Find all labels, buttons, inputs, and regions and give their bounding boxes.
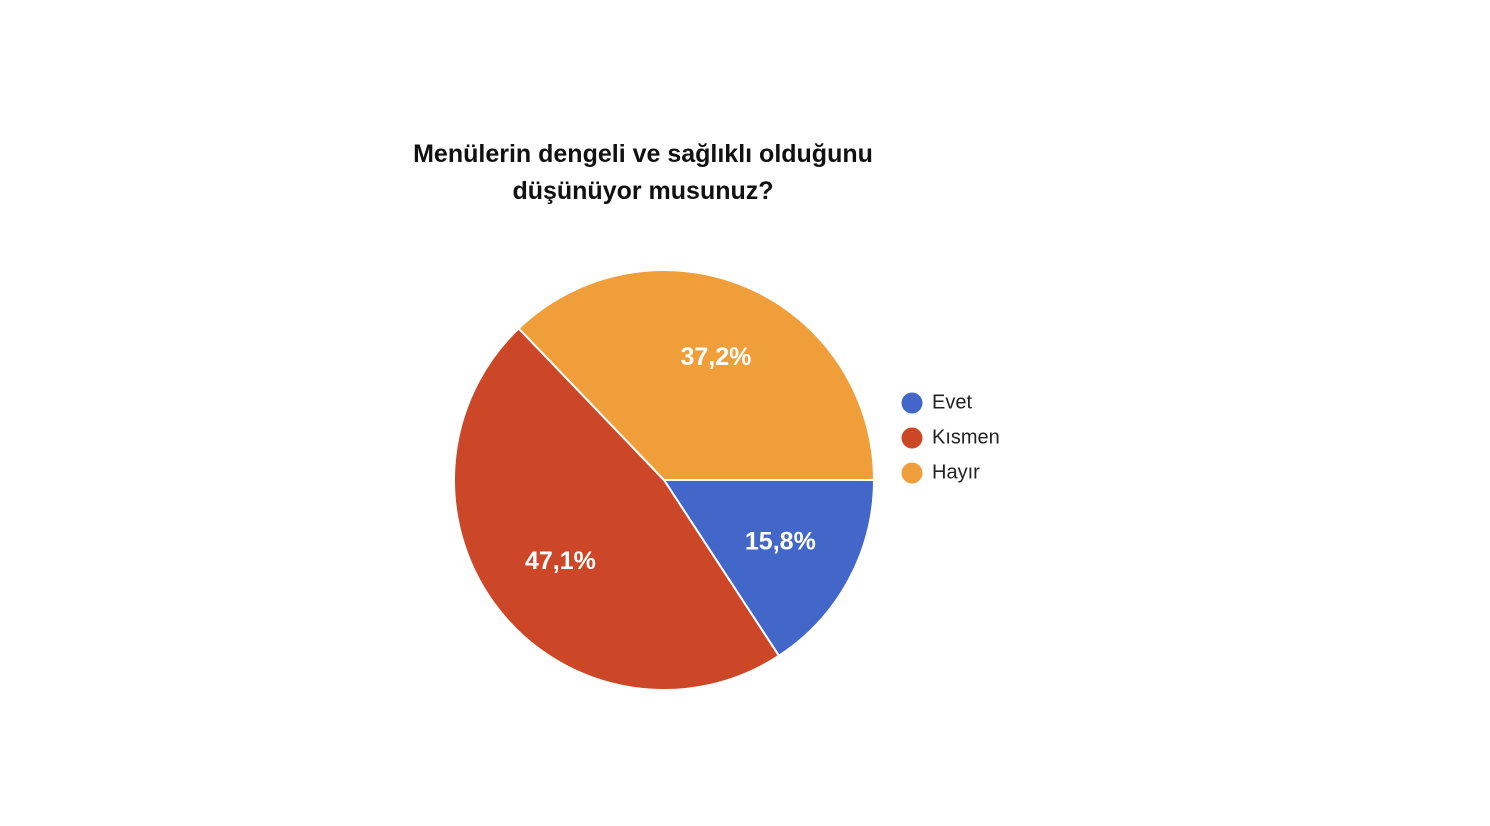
legend-marker bbox=[901, 462, 923, 484]
pie-slice bbox=[517, 269, 876, 481]
slice-label: 37,2% bbox=[680, 343, 751, 371]
slice-label: 47,1% bbox=[525, 547, 596, 575]
legend-label: Hayır bbox=[932, 461, 980, 483]
chart-title: Menülerin dengeli ve sağlıklı olduğunu d… bbox=[413, 140, 873, 205]
legend-label: Evet bbox=[932, 391, 972, 413]
legend-label: Kısmen bbox=[932, 426, 1000, 448]
legend-marker bbox=[901, 392, 923, 414]
pie-slice bbox=[453, 326, 781, 691]
slice-label: 15,8% bbox=[745, 528, 816, 556]
pie-slice bbox=[662, 479, 876, 658]
legend-marker bbox=[901, 427, 923, 449]
